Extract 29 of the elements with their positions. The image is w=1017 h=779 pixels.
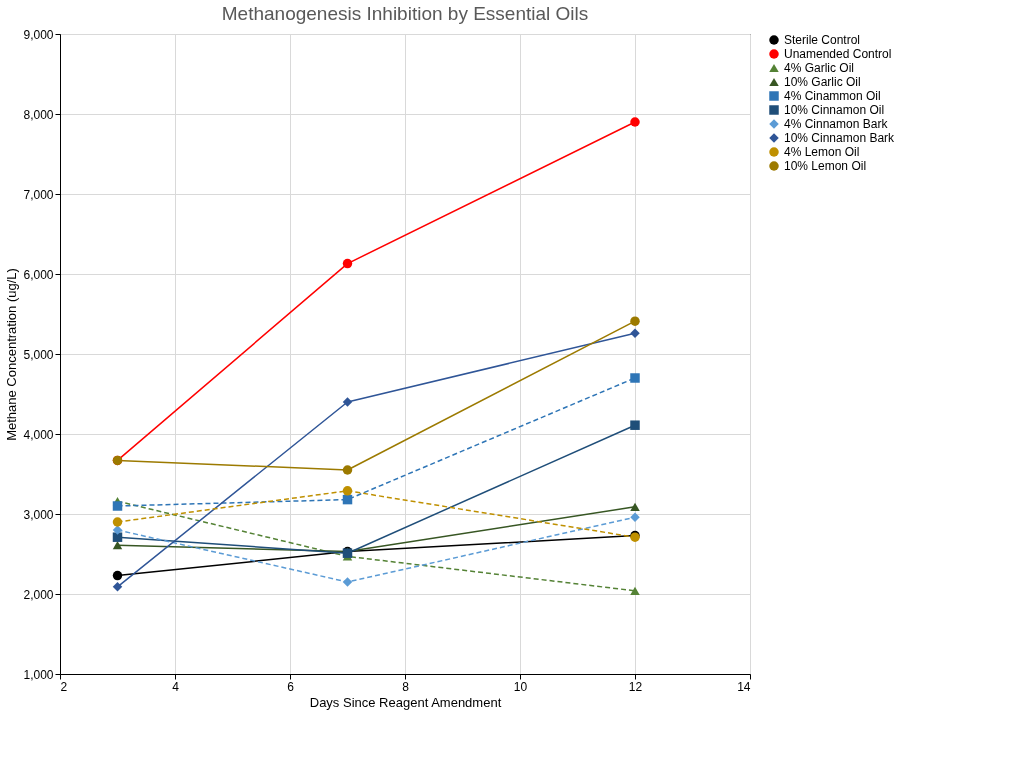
y-tick-label: 6,000 [23, 267, 54, 282]
legend-label: 4% Lemon Oil [784, 145, 860, 159]
y-tick-label: 5,000 [23, 347, 54, 362]
legend-label: 10% Cinnamon Oil [784, 103, 885, 117]
x-tick-label: 2 [60, 679, 68, 694]
legend-label: 4% Cinammon Oil [784, 89, 881, 103]
y-tick-label: 3,000 [23, 507, 54, 522]
legend-label: 10% Cinnamon Bark [784, 131, 896, 145]
y-tick-label: 2,000 [23, 587, 54, 602]
x-tick-label: 14 [737, 679, 751, 694]
x-axis-title: Days Since Reagent Amendment [309, 694, 502, 710]
x-tick-label: 4 [172, 679, 180, 694]
legend-label: 4% Cinnamon Bark [784, 117, 889, 131]
x-tick-label: 12 [628, 679, 643, 694]
y-tick-label: 8,000 [23, 107, 54, 122]
x-tick-label: 10 [513, 679, 528, 694]
y-tick-label: 9,000 [23, 27, 54, 42]
legend-label: Sterile Control [784, 33, 861, 47]
y-tick-label: 1,000 [23, 667, 54, 682]
legend-label: 10% Lemon Oil [784, 159, 867, 173]
x-tick-label: 8 [402, 679, 410, 694]
x-tick-label: 6 [287, 679, 295, 694]
chart-title: Methanogenesis Inhibition by Essential Oils [221, 3, 589, 24]
legend-label: 10% Garlic Oil [784, 75, 861, 89]
legend-label: Unamended Control [784, 47, 892, 61]
legend-label: 4% Garlic Oil [784, 61, 855, 75]
y-tick-label: 7,000 [23, 187, 54, 202]
y-tick-label: 4,000 [23, 427, 54, 442]
y-axis-title: Methane Concentration (ug/L) [4, 268, 20, 441]
